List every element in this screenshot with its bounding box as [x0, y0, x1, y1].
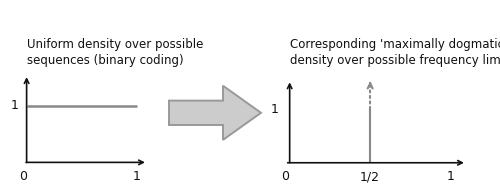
- Text: 1: 1: [446, 170, 454, 183]
- Text: Corresponding 'maximally dogmatic'
density over possible frequency limits: Corresponding 'maximally dogmatic' densi…: [290, 38, 500, 67]
- Text: 0: 0: [20, 170, 28, 183]
- Text: 0: 0: [281, 170, 289, 183]
- Polygon shape: [169, 86, 261, 140]
- Text: 1/2: 1/2: [360, 170, 380, 183]
- Text: Uniform density over possible
sequences (binary coding): Uniform density over possible sequences …: [26, 38, 203, 67]
- Text: 1: 1: [133, 170, 140, 183]
- Text: 1: 1: [11, 99, 19, 112]
- Text: 1: 1: [270, 102, 278, 116]
